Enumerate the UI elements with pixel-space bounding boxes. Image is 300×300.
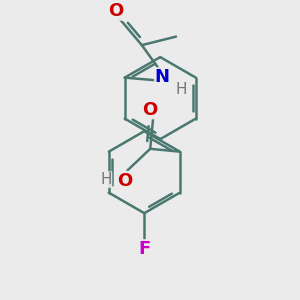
Text: N: N (155, 68, 170, 86)
Text: O: O (118, 172, 133, 190)
Text: H: H (176, 82, 188, 97)
Text: F: F (138, 240, 150, 258)
Text: H: H (100, 172, 112, 187)
Text: O: O (142, 100, 158, 118)
Text: O: O (108, 2, 123, 20)
